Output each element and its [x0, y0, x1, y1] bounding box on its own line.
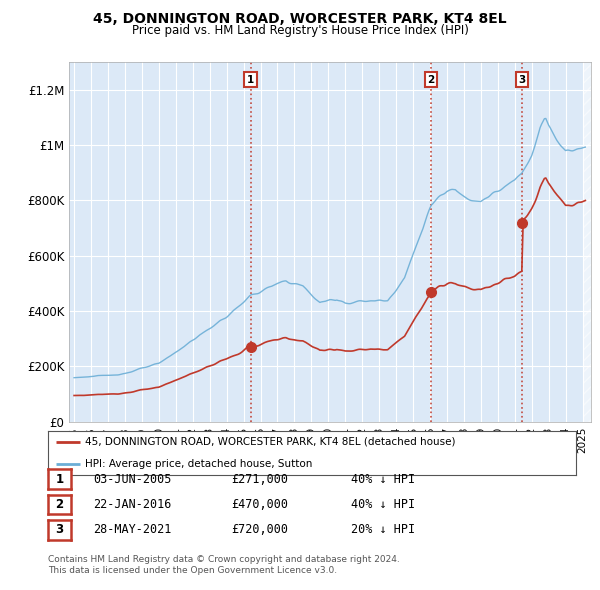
Text: £271,000: £271,000 [231, 473, 288, 486]
Text: 40% ↓ HPI: 40% ↓ HPI [351, 498, 415, 511]
Text: 40% ↓ HPI: 40% ↓ HPI [351, 473, 415, 486]
Text: 1: 1 [55, 473, 64, 486]
Text: 3: 3 [518, 74, 526, 84]
Bar [583, 62, 591, 422]
Text: £720,000: £720,000 [231, 523, 288, 536]
Text: 45, DONNINGTON ROAD, WORCESTER PARK, KT4 8EL: 45, DONNINGTON ROAD, WORCESTER PARK, KT4… [93, 12, 507, 26]
Text: £470,000: £470,000 [231, 498, 288, 511]
Text: 20% ↓ HPI: 20% ↓ HPI [351, 523, 415, 536]
Text: 28-MAY-2021: 28-MAY-2021 [93, 523, 172, 536]
Text: 2: 2 [427, 74, 434, 84]
Text: 45, DONNINGTON ROAD, WORCESTER PARK, KT4 8EL (detached house): 45, DONNINGTON ROAD, WORCESTER PARK, KT4… [85, 437, 455, 447]
Text: 3: 3 [55, 523, 64, 536]
Text: HPI: Average price, detached house, Sutton: HPI: Average price, detached house, Sutt… [85, 459, 313, 469]
Text: Price paid vs. HM Land Registry's House Price Index (HPI): Price paid vs. HM Land Registry's House … [131, 24, 469, 37]
Text: 03-JUN-2005: 03-JUN-2005 [93, 473, 172, 486]
Text: 1: 1 [247, 74, 254, 84]
Text: Contains HM Land Registry data © Crown copyright and database right 2024.
This d: Contains HM Land Registry data © Crown c… [48, 555, 400, 575]
Text: 2: 2 [55, 498, 64, 511]
Text: 22-JAN-2016: 22-JAN-2016 [93, 498, 172, 511]
